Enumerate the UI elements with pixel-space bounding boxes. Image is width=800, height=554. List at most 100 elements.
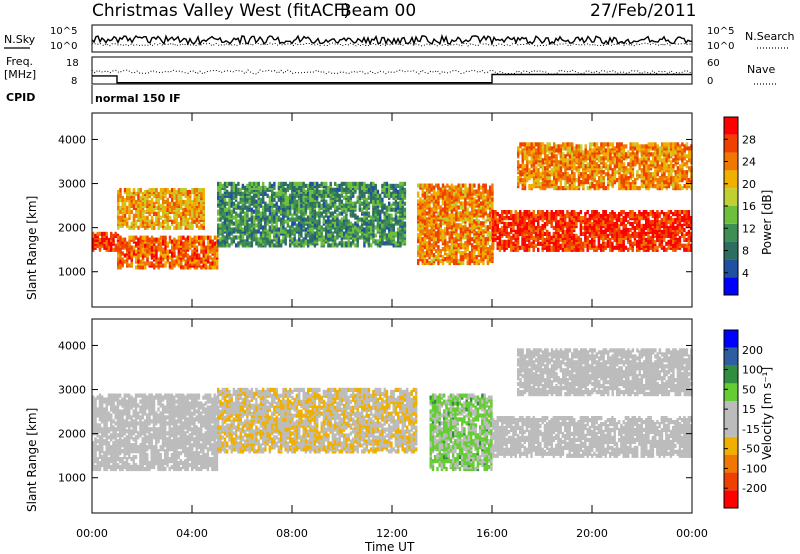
- echo-cell: [622, 216, 625, 221]
- echo-cell: [507, 216, 511, 221]
- echo-cell: [345, 199, 348, 204]
- echo-cell: [640, 216, 643, 221]
- echo-cell: [244, 205, 247, 210]
- echo-cell: [464, 255, 467, 260]
- echo-cell: [126, 205, 129, 210]
- echo-cell: [250, 201, 254, 206]
- echo-cell: [255, 199, 258, 204]
- echo-cell: [633, 225, 637, 231]
- echo-cell: [392, 243, 395, 248]
- echo-cell: [457, 195, 460, 200]
- nave-label: Nave: [747, 63, 775, 76]
- echo-cell: [557, 233, 560, 238]
- echo-cell: [383, 231, 386, 236]
- echo-cell: [135, 265, 138, 270]
- echo-cell: [336, 235, 339, 240]
- echo-cell: [280, 181, 283, 186]
- echo-cell: [654, 247, 657, 252]
- echo-cell: [195, 188, 199, 193]
- echo-cell: [286, 183, 290, 188]
- echo-cell: [444, 257, 447, 262]
- echo-cell: [480, 241, 483, 246]
- echo-cell: [195, 239, 199, 244]
- echo-cell: [338, 211, 341, 216]
- echo-cell: [374, 183, 377, 188]
- echo-cell: [595, 210, 598, 215]
- echo-cell: [356, 237, 359, 242]
- echo-cell: [280, 225, 283, 230]
- echo-cell: [329, 195, 332, 200]
- echo-cell: [446, 189, 449, 194]
- echo-cell: [141, 211, 145, 216]
- echo-cell: [403, 201, 407, 206]
- echo-cell: [228, 243, 231, 248]
- echo-cell: [198, 225, 201, 230]
- echo-cell: [633, 219, 637, 225]
- echo-cell: [468, 233, 472, 238]
- echo-cell: [660, 229, 664, 234]
- echo-cell: [446, 223, 449, 228]
- echo-cell: [379, 215, 382, 220]
- echo-cell: [672, 212, 675, 217]
- echo-cell: [457, 183, 460, 188]
- echo-cell: [618, 229, 621, 234]
- echo-cell: [135, 257, 138, 262]
- echo-cell: [280, 187, 283, 192]
- echo-cell: [235, 215, 238, 220]
- echo-cell: [180, 195, 183, 201]
- echo-cell: [486, 205, 490, 210]
- echo-cell: [235, 211, 238, 216]
- echo-cell: [566, 221, 569, 227]
- echo-cell: [159, 247, 163, 252]
- echo-cell: [309, 181, 312, 186]
- echo-cell: [293, 221, 296, 226]
- echo-cell: [316, 185, 319, 190]
- echo-cell: [622, 247, 625, 252]
- echo-cell: [148, 249, 151, 254]
- echo-cell: [611, 219, 614, 225]
- echo-cell: [629, 210, 632, 215]
- echo-cell: [647, 212, 650, 217]
- echo-cell: [159, 243, 163, 248]
- echo-cell: [530, 219, 533, 225]
- echo-cell: [507, 210, 511, 215]
- echo-cell: [123, 259, 127, 264]
- echo-cell: [466, 247, 469, 252]
- echo-cell: [421, 219, 424, 224]
- echo-cell: [543, 243, 547, 248]
- echo-cell: [228, 231, 231, 236]
- echo-cell: [193, 255, 196, 260]
- echo-cell: [579, 225, 583, 231]
- echo-cell: [379, 193, 382, 198]
- echo-cell: [114, 243, 117, 248]
- echo-cell: [352, 201, 355, 206]
- echo-cell: [678, 235, 682, 240]
- echo-cell: [480, 195, 483, 200]
- echo-cell: [320, 237, 323, 242]
- echo-cell: [486, 197, 490, 202]
- echo-cell: [155, 188, 158, 193]
- echo-cell: [235, 219, 238, 224]
- echo-cell: [399, 185, 402, 190]
- echo-cell: [597, 223, 601, 229]
- echo-cell: [618, 239, 621, 244]
- echo-cell: [200, 188, 203, 193]
- echo-cell: [627, 212, 630, 217]
- echo-cell: [482, 245, 485, 250]
- echo-cell: [390, 191, 393, 196]
- echo-cell: [620, 229, 623, 234]
- echo-cell: [579, 210, 583, 215]
- echo-cell: [237, 213, 240, 218]
- echo-cell: [374, 199, 377, 204]
- echo-cell: [539, 225, 542, 231]
- echo-cell: [153, 225, 156, 230]
- echo-cell: [221, 233, 224, 238]
- echo-cell: [480, 231, 483, 236]
- echo-cell: [600, 221, 603, 227]
- echo-cell: [681, 210, 684, 215]
- echo-cell: [318, 189, 321, 194]
- echo-cell: [302, 237, 305, 242]
- echo-cell: [232, 201, 236, 206]
- echo-cell: [383, 181, 386, 186]
- echo-cell: [268, 181, 272, 186]
